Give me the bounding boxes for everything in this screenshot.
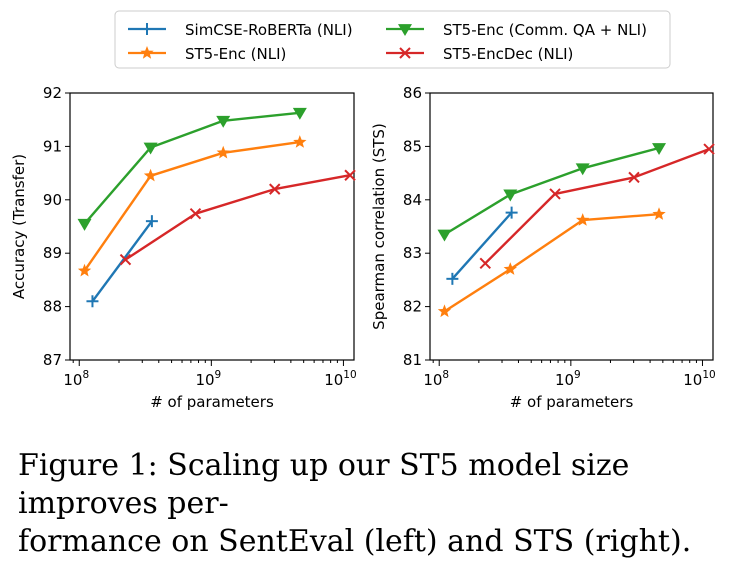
- legend-marker-st5-encdec: [386, 47, 424, 59]
- right-y-tick-label-84: 84: [403, 191, 422, 209]
- left-x-tick-label-1e10: 1010: [324, 369, 356, 389]
- right-point-st5-encdec-nli-0: [479, 257, 491, 270]
- right-point-st5-encdec-nli-1: [549, 188, 561, 200]
- legend-symbol-st5-encdec-nli: [399, 47, 411, 59]
- legend-label-st5-enc-qa: ST5-Enc (Comm. QA + NLI): [443, 21, 647, 39]
- left-x-tick-label-1e8: 108: [63, 369, 89, 389]
- right-series-simcse-roberta-nli: [446, 206, 518, 285]
- left-line-st5-enc-nli: [83, 140, 300, 272]
- figure-caption: Figure 1: Scaling up our ST5 model size …: [18, 447, 738, 561]
- left-point-st5-enc-comm-qa-nli-1: [143, 142, 158, 155]
- left-y-tick-label-87: 87: [43, 351, 62, 369]
- left-line-st5-enc-comm-qa-nli: [83, 111, 300, 225]
- left-series-st5-encdec-nli: [119, 169, 356, 266]
- right-y-tick-label-86: 86: [403, 84, 422, 102]
- right-chart-y-ticks: 81 82 83 84 85 86: [403, 84, 430, 369]
- legend-entry-st5-enc-qa: ST5-Enc (Comm. QA + NLI): [386, 21, 647, 39]
- legend-symbol-st5-enc-comm-qa-nli: [398, 24, 412, 36]
- right-series-st5-encdec-nli: [479, 143, 715, 270]
- left-point-st5-enc-comm-qa-nli-0: [77, 218, 92, 231]
- right-point-st5-encdec-nli-2: [628, 171, 640, 184]
- legend-marker-st5-enc: [128, 46, 166, 59]
- right-point-st5-enc-comm-qa-nli-1: [503, 189, 518, 202]
- legend-symbol-simcse-roberta-nli: [141, 23, 153, 35]
- legend-entry-st5-enc: ST5-Enc (NLI): [128, 45, 286, 63]
- left-y-tick-label-92: 92: [43, 84, 62, 102]
- left-point-st5-encdec-nli-0: [119, 253, 132, 266]
- right-x-tick-label-1e8: 108: [423, 369, 449, 389]
- left-chart-y-label: Accuracy (Transfer): [10, 154, 28, 299]
- legend-label-st5-enc: ST5-Enc (NLI): [185, 45, 286, 63]
- left-y-tick-label-90: 90: [43, 191, 62, 209]
- right-point-st5-enc-comm-qa-nli-0: [437, 229, 452, 242]
- right-y-tick-label-85: 85: [403, 137, 422, 155]
- legend-frame: [114, 10, 671, 69]
- left-y-tick-label-89: 89: [43, 244, 62, 262]
- left-point-st5-enc-nli-0: [77, 263, 92, 277]
- left-series-simcse-roberta-nli: [86, 215, 158, 308]
- legend-label-simcse: SimCSE-RoBERTa (NLI): [185, 21, 353, 39]
- left-point-st5-enc-nli-2: [216, 145, 230, 159]
- left-chart-accuracy: 87 88 89 90 91 92 108 109 1010 Accuracy (Transf…: [10, 84, 357, 411]
- right-line-st5-enc-comm-qa-nli: [443, 146, 660, 236]
- left-point-st5-encdec-nli-3: [344, 169, 356, 181]
- left-point-st5-enc-comm-qa-nli-2: [216, 115, 231, 128]
- left-y-tick-label-88: 88: [43, 298, 62, 316]
- left-point-simcse-roberta-nli-0: [86, 295, 99, 308]
- left-chart-y-ticks: 87 88 89 90 91 92: [43, 84, 70, 369]
- right-point-st5-enc-nli-2: [576, 213, 590, 226]
- left-point-st5-enc-comm-qa-nli-3: [292, 107, 307, 120]
- right-chart-x-label: # of parameters: [510, 393, 634, 411]
- right-point-simcse-roberta-nli-0: [446, 272, 459, 285]
- right-y-tick-label-82: 82: [403, 298, 422, 316]
- left-point-st5-enc-nli-3: [293, 135, 307, 148]
- right-series-st5-enc-comm-qa-nli: [437, 143, 667, 242]
- left-chart-x-ticks: 108 109 1010: [63, 360, 357, 389]
- left-line-simcse-roberta-nli: [91, 220, 153, 303]
- right-point-st5-enc-nli-1: [503, 262, 517, 275]
- left-point-st5-enc-nli-1: [143, 168, 158, 182]
- right-point-st5-enc-comm-qa-nli-3: [652, 143, 667, 156]
- right-chart-x-ticks: 108 109 1010: [423, 360, 716, 389]
- left-series-st5-enc-nli: [77, 135, 307, 277]
- right-line-st5-encdec-nli: [484, 147, 710, 265]
- right-y-tick-label-81: 81: [403, 351, 422, 369]
- left-line-st5-encdec-nli: [124, 174, 351, 261]
- right-chart-frame: [429, 92, 714, 361]
- right-point-st5-enc-nli-0: [437, 304, 452, 318]
- legend: SimCSE-RoBERTa (NLI) ST5-Enc (NLI) ST5-E…: [114, 10, 671, 69]
- legend-marker-st5-enc-qa: [386, 24, 424, 36]
- right-chart-series: [437, 143, 715, 318]
- left-point-st5-encdec-nli-1: [189, 207, 202, 220]
- left-point-simcse-roberta-nli-1: [145, 215, 158, 228]
- left-series-st5-enc-comm-qa-nli: [77, 107, 307, 231]
- right-line-simcse-roberta-nli: [451, 211, 513, 280]
- figure: SimCSE-RoBERTa (NLI) ST5-Enc (NLI) ST5-E…: [10, 10, 716, 411]
- left-chart-frame: [69, 92, 355, 361]
- right-point-st5-encdec-nli-3: [703, 143, 715, 155]
- legend-symbol-st5-enc-nli: [140, 46, 154, 59]
- right-point-st5-enc-comm-qa-nli-2: [575, 163, 590, 176]
- legend-entry-st5-encdec: ST5-EncDec (NLI): [386, 45, 573, 63]
- legend-marker-simcse: [128, 23, 166, 35]
- left-y-tick-label-91: 91: [43, 137, 62, 155]
- legend-label-st5-encdec: ST5-EncDec (NLI): [443, 45, 573, 63]
- right-chart-spearman: 81 82 83 84 85 86 108 109 1010 Spearman correla…: [370, 84, 716, 411]
- left-x-tick-label-1e9: 109: [195, 369, 221, 389]
- legend-entry-simcse: SimCSE-RoBERTa (NLI): [128, 21, 353, 39]
- right-x-tick-label-1e9: 109: [555, 369, 581, 389]
- right-series-st5-enc-nli: [437, 207, 666, 318]
- right-x-tick-label-1e10: 1010: [683, 369, 715, 389]
- right-point-simcse-roberta-nli-1: [505, 206, 518, 219]
- right-line-st5-enc-nli: [443, 213, 660, 313]
- caption-line-1: Figure 1: Scaling up our ST5 model size …: [18, 448, 630, 521]
- right-chart-y-label: Spearman correlation (STS): [370, 123, 388, 330]
- left-point-st5-encdec-nli-2: [269, 183, 281, 195]
- left-chart-series: [77, 107, 356, 308]
- caption-line-2: formance on SentEval (left) and STS (rig…: [18, 524, 692, 559]
- left-chart-x-label: # of parameters: [150, 393, 274, 411]
- right-y-tick-label-83: 83: [403, 244, 422, 262]
- right-point-st5-enc-nli-3: [652, 207, 666, 220]
